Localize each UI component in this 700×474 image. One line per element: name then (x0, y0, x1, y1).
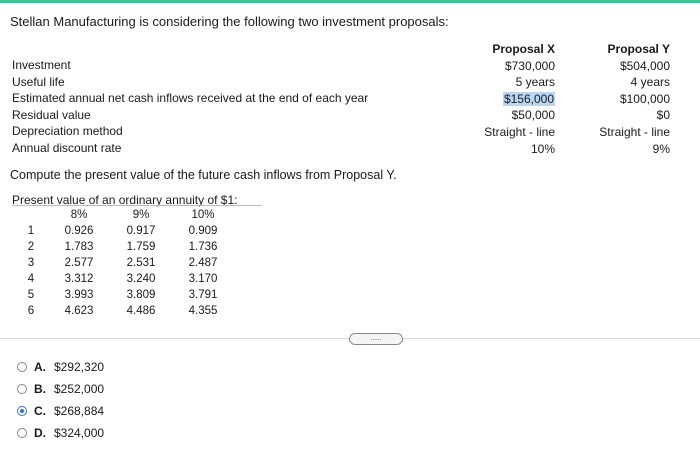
table-row: 6 4.623 4.486 4.355 (14, 303, 234, 319)
pv-cell: 3.791 (188, 289, 218, 301)
pv-cell: 4.355 (188, 305, 218, 317)
label-residual-value: Residual value (12, 107, 91, 122)
proposal-y-residual-value: $0 (656, 108, 670, 123)
proposal-y-useful-life: 4 years (630, 75, 670, 90)
pv-cell: 3.312 (64, 273, 94, 285)
pv-cell: 0.917 (126, 225, 156, 237)
pv-cell: 1.736 (188, 241, 218, 253)
proposal-x-residual-value: $50,000 (511, 108, 555, 123)
proposal-x-header: Proposal X (492, 42, 555, 56)
proposal-x-discount-rate: 10% (530, 141, 555, 156)
table-row: 2 1.783 1.759 1.736 (14, 239, 234, 255)
choice-b[interactable]: B. $252,000 (17, 378, 104, 400)
pv-cell: 1.783 (64, 241, 94, 253)
expand-more-button[interactable]: ..... (349, 333, 403, 345)
pv-cell: 3.240 (126, 273, 156, 285)
pv-table-title: Present value of an ordinary annuity of … (12, 193, 238, 207)
pv-period: 6 (27, 305, 35, 317)
pv-header-9: 9% (132, 209, 150, 221)
row-labels: Investment Useful life Estimated annual … (12, 57, 368, 157)
choice-letter: B. (34, 382, 46, 396)
radio-button-icon[interactable] (17, 384, 27, 394)
table-row: 5 3.993 3.809 3.791 (14, 287, 234, 303)
pv-period: 1 (27, 225, 35, 237)
proposal-y-column: Proposal Y $504,000 4 years $100,000 $0 … (599, 41, 670, 157)
question-text: Compute the present value of the future … (10, 168, 397, 182)
pv-cell: 4.486 (126, 305, 156, 317)
table-row: 3 2.577 2.531 2.487 (14, 255, 234, 271)
radio-button-icon[interactable] (17, 362, 27, 372)
pv-cell: 3.993 (64, 289, 94, 301)
choice-text: $324,000 (54, 426, 105, 440)
label-investment: Investment (12, 58, 71, 72)
pv-cell: 1.759 (126, 241, 156, 253)
pv-table-rule (12, 205, 262, 206)
proposal-y-cash-inflows: $100,000 (619, 91, 670, 106)
proposal-y-discount-rate: 9% (652, 141, 670, 156)
proposal-y-header: Proposal Y (607, 42, 670, 56)
pv-cell: 0.909 (188, 225, 218, 237)
pv-table-header-row: 8% 9% 10% (14, 207, 234, 223)
proposal-x-investment: $730,000 (504, 58, 555, 73)
label-useful-life: Useful life (12, 74, 65, 89)
label-depreciation-method: Depreciation method (12, 124, 123, 139)
proposal-x-depreciation: Straight - line (484, 124, 555, 139)
answer-choices: A. $292,320 B. $252,000 C. $268,884 D. $… (17, 356, 104, 444)
table-row: 1 0.926 0.917 0.909 (14, 223, 234, 239)
pv-period: 3 (27, 257, 35, 269)
label-discount-rate: Annual discount rate (12, 140, 122, 155)
label-cash-inflows: Estimated annual net cash inflows receiv… (12, 91, 369, 106)
pv-cell: 3.809 (126, 289, 156, 301)
choice-a[interactable]: A. $292,320 (17, 356, 104, 378)
pv-period-header (14, 207, 48, 223)
pv-header-8: 8% (70, 209, 88, 221)
proposal-x-column: Proposal X $730,000 5 years $156,000 $50… (484, 41, 555, 157)
pv-cell: 4.623 (64, 305, 94, 317)
proposal-x-useful-life: 5 years (515, 75, 555, 90)
proposal-x-cash-inflows: $156,000 (502, 91, 555, 106)
pv-cell: 3.170 (188, 273, 218, 285)
pv-cell: 2.531 (126, 257, 156, 269)
pv-cell: 2.577 (64, 257, 94, 269)
choice-letter: C. (34, 404, 46, 418)
choice-c[interactable]: C. $268,884 (17, 400, 104, 422)
pv-cell: 2.487 (188, 257, 218, 269)
pv-header-10: 10% (191, 209, 215, 221)
choice-letter: D. (34, 426, 46, 440)
pv-period: 4 (27, 273, 35, 285)
radio-button-selected-icon[interactable] (17, 406, 27, 416)
choice-d[interactable]: D. $324,000 (17, 422, 104, 444)
proposal-y-depreciation: Straight - line (599, 124, 670, 139)
proposal-y-investment: $504,000 (619, 58, 670, 73)
top-accent-bar (0, 0, 700, 3)
choice-text: $252,000 (54, 382, 105, 396)
pv-cell: 0.926 (64, 225, 94, 237)
pv-period: 5 (27, 289, 35, 301)
choice-letter: A. (34, 360, 46, 374)
table-row: 4 3.312 3.240 3.170 (14, 271, 234, 287)
choice-text: $268,884 (54, 404, 105, 418)
pv-period: 2 (27, 241, 35, 253)
radio-button-icon[interactable] (17, 428, 27, 438)
problem-intro: Stellan Manufacturing is considering the… (10, 14, 449, 29)
choice-text: $292,320 (54, 360, 105, 374)
pv-annuity-table: 8% 9% 10% 1 0.926 0.917 0.909 2 1.783 1.… (14, 207, 234, 319)
